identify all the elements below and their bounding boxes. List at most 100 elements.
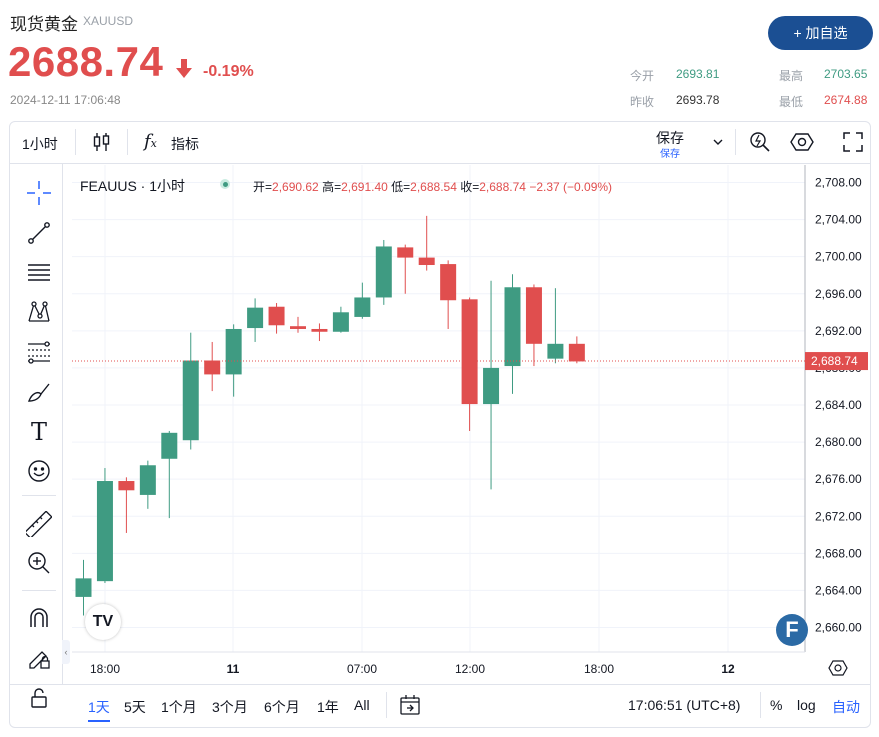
candle-body[interactable] — [504, 287, 521, 367]
indicators-icon[interactable]: fx — [144, 131, 157, 152]
chevron-down-icon[interactable] — [712, 134, 724, 152]
toolbar-divider — [10, 163, 870, 164]
chart-widget — [9, 121, 871, 728]
candle-body[interactable] — [75, 578, 92, 597]
legend-symbol[interactable]: FEAUUS · 1小时 — [80, 178, 186, 194]
x-tick-label: 18:00 — [90, 662, 120, 676]
interval-selector[interactable]: 1小时 — [22, 136, 58, 152]
horizontal-lines-icon[interactable] — [24, 257, 54, 287]
toolbar-divider — [75, 129, 76, 155]
quote-datetime: 2024-12-11 17:06:48 — [10, 93, 121, 107]
y-tick-label: 2,660.00 — [815, 621, 862, 635]
lock-icon[interactable] — [24, 683, 54, 713]
ruler-icon[interactable] — [24, 509, 54, 539]
y-tick-label: 2,676.00 — [815, 472, 862, 486]
toolbar-divider — [735, 129, 736, 155]
save-button[interactable]: 保存 — [656, 130, 684, 146]
range-1[interactable]: 1天 — [88, 697, 110, 722]
magnet-icon[interactable] — [24, 603, 54, 633]
instrument-title: 现货黄金 — [10, 15, 78, 34]
text-tool-icon[interactable]: T — [30, 418, 47, 446]
candle-body[interactable] — [161, 432, 178, 459]
y-tick-label: 2,680.00 — [815, 435, 862, 449]
market-status-dot — [220, 179, 230, 189]
range-4[interactable]: 3个月 — [212, 699, 248, 715]
y-tick-label: 2,700.00 — [815, 250, 862, 264]
last-price-badge — [805, 352, 868, 371]
candle-body[interactable] — [568, 343, 585, 362]
prev-close-value: 2693.78 — [676, 93, 720, 107]
save-status: 保存 — [660, 149, 680, 160]
crosshair-icon[interactable] — [24, 178, 54, 208]
candle-body[interactable] — [332, 312, 349, 332]
indicators-button[interactable]: 指标 — [171, 136, 199, 152]
x-tick-label: 18:00 — [584, 662, 614, 676]
legend-ohlc: 开=2,690.62 高=2,691.40 低=2,688.54 收=2,688… — [253, 180, 613, 194]
candle-body[interactable] — [461, 299, 478, 405]
candles-type-icon[interactable] — [92, 131, 112, 158]
settings-icon[interactable] — [790, 130, 814, 159]
open-label: 今开 — [630, 69, 655, 83]
range-7[interactable]: All — [354, 697, 370, 713]
instrument-symbol: XAUUSD — [83, 14, 134, 28]
quick-search-icon[interactable] — [748, 130, 772, 159]
y-tick-label: 2,696.00 — [815, 287, 862, 301]
range-2[interactable]: 5天 — [124, 699, 146, 715]
candle-body[interactable] — [204, 360, 221, 375]
y-tick-label: 2,672.00 — [815, 509, 862, 523]
candle-body[interactable] — [118, 481, 135, 491]
candle-body[interactable] — [311, 328, 328, 332]
clock-timezone[interactable]: 17:06:51 (UTC+8) — [628, 697, 741, 713]
axis-settings-icon[interactable] — [828, 658, 848, 683]
go-to-date-icon[interactable] — [398, 693, 422, 722]
candle-body[interactable] — [182, 360, 199, 441]
left-toolbar-divider — [62, 164, 63, 684]
fullscreen-icon[interactable] — [842, 131, 864, 158]
y-tick-label: 2,692.00 — [815, 324, 862, 338]
toolbar-divider — [127, 129, 128, 155]
candle-body[interactable] — [290, 326, 306, 329]
range-3[interactable]: 1个月 — [161, 699, 197, 715]
percent-scale-toggle[interactable]: % — [770, 697, 783, 713]
range-5[interactable]: 6个月 — [264, 699, 300, 715]
y-tick-label: 2,708.00 — [815, 176, 862, 190]
candle-body[interactable] — [354, 297, 371, 317]
high-label: 最高 — [779, 69, 804, 83]
y-tick-label: 2,664.00 — [815, 583, 862, 597]
trend-line-icon[interactable] — [24, 218, 54, 248]
candle-body[interactable] — [547, 343, 564, 359]
y-tick-label: 2,704.00 — [815, 213, 862, 227]
candle-body[interactable] — [397, 247, 414, 258]
collapse-toolbar-handle[interactable]: ‹ — [62, 640, 70, 664]
lock-drawing-pencil-icon[interactable] — [24, 643, 54, 673]
bottom-divider — [386, 692, 387, 718]
tradingview-logo[interactable]: TV — [85, 604, 121, 640]
candle-body[interactable] — [375, 246, 392, 298]
candle-body[interactable] — [418, 257, 435, 266]
auto-scale-toggle[interactable]: 自动 — [832, 699, 860, 715]
brush-icon[interactable] — [24, 377, 54, 407]
bottom-divider — [10, 684, 870, 685]
pattern-icon[interactable] — [24, 297, 54, 327]
candle-body[interactable] — [96, 481, 113, 582]
range-6[interactable]: 1年 — [317, 699, 339, 715]
x-tick-label: 12 — [721, 662, 735, 676]
candle-body[interactable] — [247, 307, 264, 329]
candle-body[interactable] — [483, 367, 500, 405]
x-tick-label: 12:00 — [455, 662, 485, 676]
candle-body[interactable] — [139, 465, 156, 495]
candle-body[interactable] — [268, 306, 285, 326]
candle-body[interactable] — [225, 328, 242, 375]
add-watchlist-button[interactable]: + 加自选 — [768, 16, 873, 50]
open-value: 2693.81 — [676, 67, 720, 81]
x-tick-label: 07:00 — [347, 662, 377, 676]
left-toolbar-divider — [22, 590, 56, 591]
candle-body[interactable] — [525, 287, 542, 344]
zoom-in-icon[interactable] — [24, 548, 54, 578]
high-value: 2703.65 — [824, 67, 868, 81]
emoji-icon[interactable] — [24, 456, 54, 486]
fib-retracement-icon[interactable] — [24, 337, 54, 367]
log-scale-toggle[interactable]: log — [797, 697, 816, 713]
candle-body[interactable] — [440, 264, 457, 301]
